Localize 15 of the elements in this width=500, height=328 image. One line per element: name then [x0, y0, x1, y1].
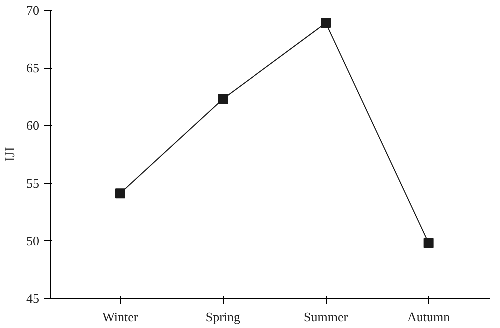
y-tick-label: 50 [26, 233, 40, 248]
y-tick-label: 60 [26, 118, 40, 134]
x-tick-label: Summer [304, 310, 349, 324]
point [218, 94, 228, 104]
point [424, 238, 434, 248]
y-tick-label: 45 [26, 291, 40, 306]
y-tick-label: 70 [26, 3, 40, 18]
point [321, 18, 332, 28]
x-tick-label: Autumn [408, 310, 451, 324]
point [115, 188, 126, 199]
x-tick-label: Winter [102, 310, 139, 324]
x-tick-label: Spring [206, 310, 242, 324]
y-axis-title: IJI [4, 146, 18, 162]
y-tick-label: 65 [26, 60, 40, 76]
y-tick-label: 55 [26, 176, 40, 191]
